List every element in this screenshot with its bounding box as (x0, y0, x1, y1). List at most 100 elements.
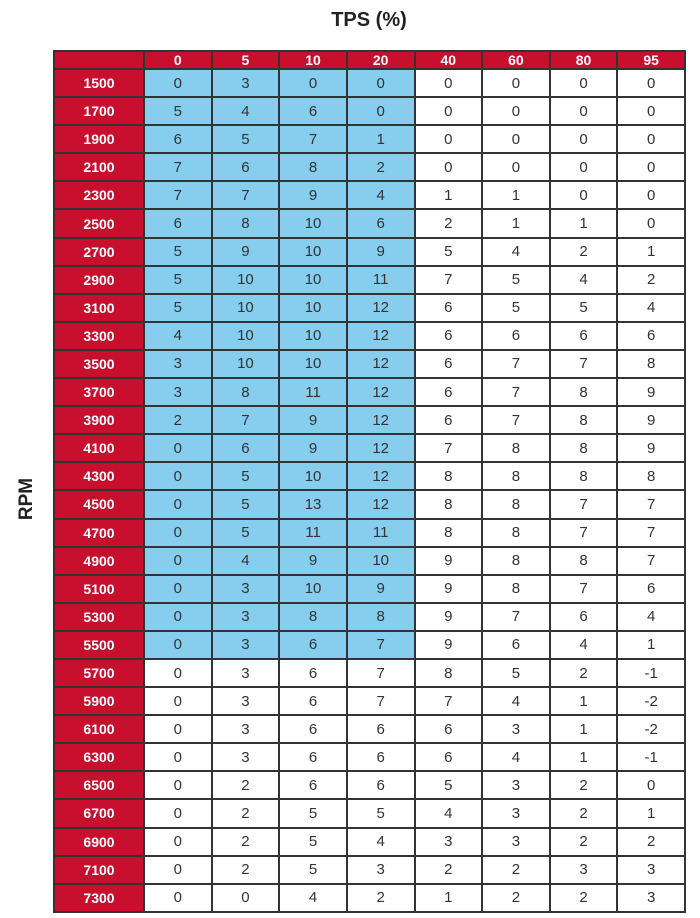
value-cell: 8 (481, 517, 551, 548)
value-cell: 12 (345, 461, 416, 492)
value-cell: 0 (143, 629, 213, 660)
value-cell: 8 (481, 433, 551, 464)
value-cell: 4 (413, 798, 484, 829)
row-header: 5500 (53, 629, 145, 660)
row-header: 6500 (53, 770, 145, 801)
value-cell: 6 (413, 405, 484, 436)
value-cell: 7 (616, 517, 686, 548)
value-cell: 1 (616, 236, 686, 267)
value-cell: 3 (481, 798, 551, 829)
value-cell: 5 (413, 236, 484, 267)
row-header: 3300 (53, 320, 145, 351)
value-cell: 5 (481, 292, 551, 323)
value-cell: 0 (143, 461, 213, 492)
value-cell: 4 (345, 180, 416, 211)
value-cell: 3 (481, 714, 551, 745)
value-cell: 4 (481, 236, 551, 267)
value-cell: 2 (616, 264, 686, 295)
value-cell: 7 (210, 180, 281, 211)
value-cell: 0 (278, 67, 348, 99)
value-cell: 2 (481, 854, 551, 885)
value-cell: 12 (345, 489, 416, 520)
value-cell: 10 (278, 320, 348, 351)
value-cell: 0 (616, 152, 686, 183)
value-cell: 6 (413, 742, 484, 773)
value-cell: 0 (143, 67, 213, 99)
value-cell: 0 (616, 770, 686, 801)
value-cell: 0 (481, 67, 551, 99)
value-cell: 0 (616, 180, 686, 211)
value-cell: 7 (481, 405, 551, 436)
value-cell: 4 (278, 882, 348, 914)
value-cell: 6 (278, 96, 348, 127)
value-cell: 0 (143, 770, 213, 801)
value-cell: 6 (413, 320, 484, 351)
value-cell: 4 (345, 826, 416, 857)
value-cell: 10 (210, 348, 281, 380)
row-header: 3100 (53, 292, 145, 323)
value-cell: 9 (413, 601, 484, 632)
value-cell: 5 (210, 124, 281, 155)
value-cell: 8 (345, 601, 416, 632)
table-row: 4900 0 4 9 10 9 8 8 7 (53, 545, 686, 576)
value-cell: 8 (548, 377, 619, 408)
value-cell: 4 (548, 264, 619, 295)
value-cell: 10 (278, 573, 348, 604)
table-row: 3500 3 10 10 12 6 7 7 8 (53, 348, 686, 380)
value-cell: 0 (143, 854, 213, 885)
value-cell: 9 (413, 629, 484, 660)
value-cell: 4 (143, 320, 213, 351)
row-header: 6100 (53, 714, 145, 745)
value-cell: 4 (616, 601, 686, 632)
value-cell: 4 (481, 686, 551, 717)
value-cell: 10 (210, 292, 281, 323)
value-cell: 1 (548, 208, 619, 239)
value-cell: 7 (481, 348, 551, 380)
value-cell: 10 (278, 461, 348, 492)
value-cell: 5 (210, 517, 281, 548)
value-cell: 7 (616, 545, 686, 576)
table-row: 1700 5 4 6 0 0 0 0 0 (53, 96, 686, 127)
value-cell: 10 (210, 320, 281, 351)
value-cell: 6 (481, 629, 551, 660)
row-header: 1700 (53, 96, 145, 127)
value-cell: 6 (143, 124, 213, 155)
value-cell: 8 (210, 377, 281, 408)
table-row: 2700 5 9 10 9 5 4 2 1 (53, 236, 686, 267)
table-row: 4300 0 5 10 12 8 8 8 8 (53, 461, 686, 492)
table-row: 6100 0 3 6 6 6 3 1 -2 (53, 714, 686, 745)
value-cell: 9 (413, 545, 484, 576)
value-cell: 7 (548, 489, 619, 520)
value-cell: 3 (210, 742, 281, 773)
value-cell: 7 (413, 264, 484, 295)
column-header: 10 (278, 50, 348, 70)
value-cell: 0 (345, 67, 416, 99)
value-cell: 0 (143, 714, 213, 745)
table-row: 7300 0 0 4 2 1 2 2 3 (53, 882, 686, 914)
value-cell: 6 (210, 152, 281, 183)
value-cell: 0 (548, 152, 619, 183)
value-cell: 12 (345, 377, 416, 408)
value-cell: 3 (210, 573, 281, 604)
value-cell: 2 (548, 236, 619, 267)
table-row: 2500 6 8 10 6 2 1 1 0 (53, 208, 686, 239)
value-cell: 2 (413, 208, 484, 239)
value-cell: 8 (278, 152, 348, 183)
value-cell: 2 (345, 882, 416, 914)
table-row: 1900 6 5 7 1 0 0 0 0 (53, 124, 686, 155)
row-header: 4100 (53, 433, 145, 464)
value-cell: 2 (548, 657, 619, 689)
value-cell: 0 (143, 826, 213, 857)
value-cell: 5 (548, 292, 619, 323)
value-cell: 6 (345, 770, 416, 801)
value-cell: 0 (413, 96, 484, 127)
value-cell: 4 (481, 742, 551, 773)
value-cell: 0 (143, 686, 213, 717)
value-cell: 1 (413, 882, 484, 914)
value-cell: 0 (548, 180, 619, 211)
value-cell: 5 (210, 489, 281, 520)
value-cell: 2 (616, 826, 686, 857)
value-cell: 3 (481, 826, 551, 857)
row-header: 5300 (53, 601, 145, 632)
row-header: 2700 (53, 236, 145, 267)
